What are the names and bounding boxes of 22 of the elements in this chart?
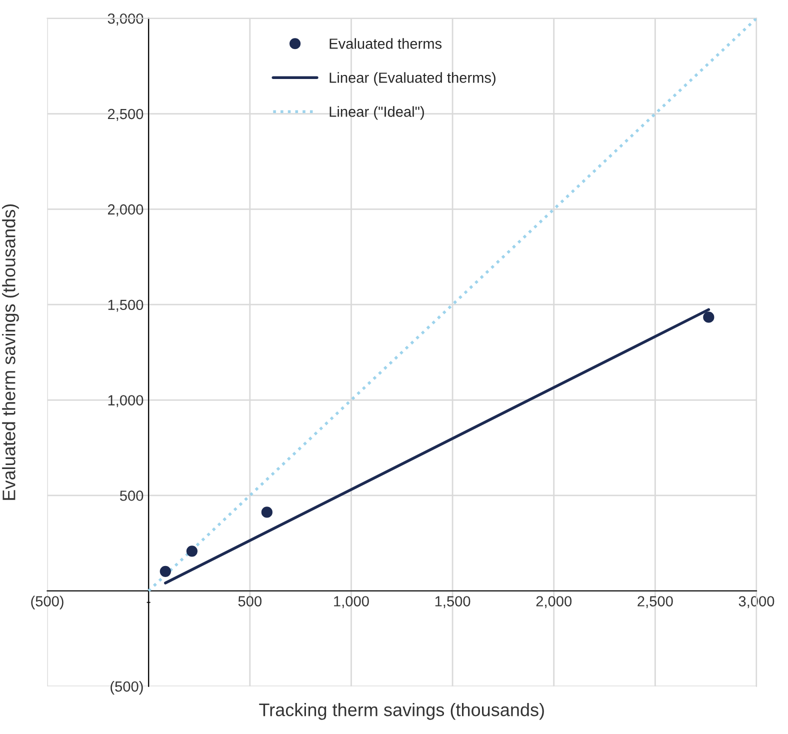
x-tick-label: 2,500 xyxy=(638,596,673,608)
legend-label: Linear ("Ideal") xyxy=(330,106,424,120)
legend-label: Linear (Evaluated therms) xyxy=(330,72,496,86)
point xyxy=(261,506,272,518)
x-tick-label: 500 xyxy=(238,596,262,606)
x-tick-label: 1,500 xyxy=(435,596,470,608)
legend-label: Evaluated therms xyxy=(330,38,442,49)
point xyxy=(160,566,171,577)
y-tick-label: 500 xyxy=(120,490,144,501)
y-tick-label: (500) xyxy=(110,681,143,695)
x-tick-label: 2,000 xyxy=(536,596,572,608)
y-tick-label: 2,500 xyxy=(108,108,144,121)
x-tick-label: 1,000 xyxy=(334,596,369,608)
y-tick-label: 3,000 xyxy=(108,13,144,26)
y-tick-label: 1,500 xyxy=(108,300,144,312)
x-axis-title: Tracking therm savings (thousands) xyxy=(259,702,544,720)
point xyxy=(703,312,714,323)
y-tick-label: 2,000 xyxy=(108,204,144,216)
x-tick-label: (500) xyxy=(31,596,64,610)
y-tick-label: 1,000 xyxy=(108,395,144,408)
y-axis-title: Evaluated therm savings (thousands) xyxy=(2,204,19,500)
point xyxy=(186,546,198,557)
